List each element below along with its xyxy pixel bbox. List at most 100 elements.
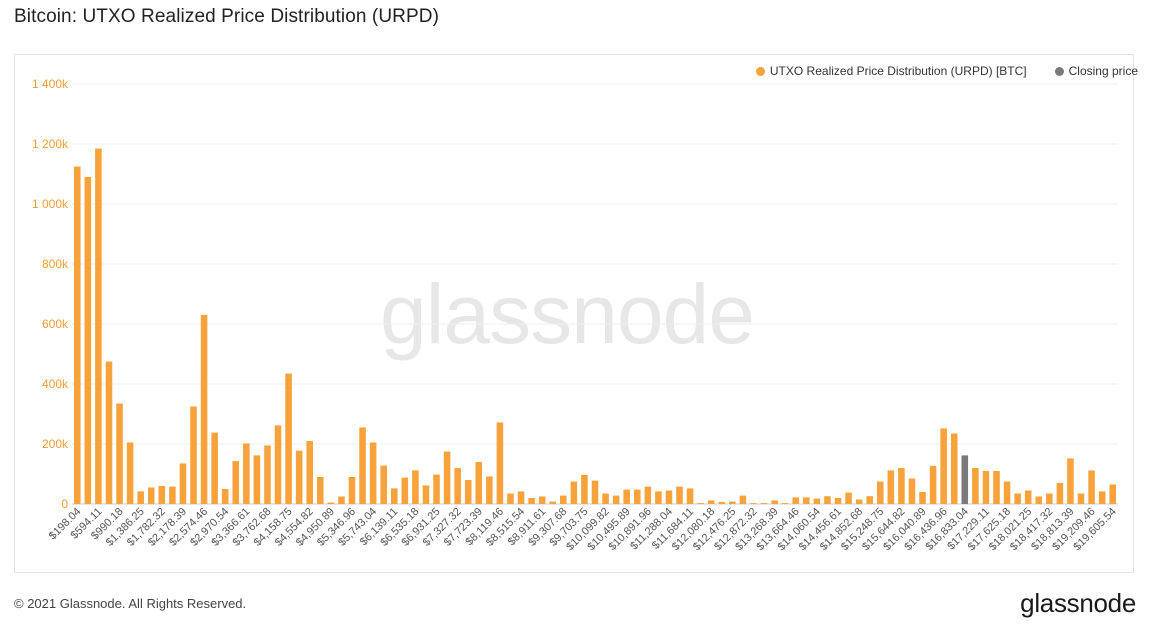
bar[interactable] <box>729 501 736 504</box>
bar[interactable] <box>105 361 113 505</box>
bar[interactable] <box>274 425 282 504</box>
bar[interactable] <box>686 488 694 504</box>
bar[interactable] <box>570 481 578 505</box>
bar[interactable] <box>359 427 366 505</box>
bar[interactable] <box>285 373 292 505</box>
bar[interactable] <box>369 442 377 505</box>
bar[interactable] <box>348 477 356 504</box>
bar[interactable] <box>612 495 620 504</box>
bar[interactable] <box>602 493 609 505</box>
bar[interactable] <box>898 468 905 504</box>
bar[interactable] <box>560 495 567 504</box>
bar[interactable] <box>549 501 557 504</box>
bar[interactable] <box>803 497 810 504</box>
bar[interactable] <box>887 470 895 504</box>
bar[interactable] <box>433 474 440 504</box>
bar[interactable] <box>1109 484 1116 505</box>
bar[interactable] <box>1088 470 1095 504</box>
bar[interactable] <box>232 461 240 504</box>
bar[interactable] <box>84 177 92 504</box>
bar[interactable] <box>169 486 176 504</box>
bar[interactable] <box>581 474 588 504</box>
bar[interactable] <box>718 501 726 504</box>
bar[interactable] <box>866 496 873 504</box>
bar[interactable] <box>1046 493 1053 505</box>
bar[interactable] <box>781 503 789 504</box>
bar[interactable] <box>1014 493 1021 505</box>
bar[interactable] <box>317 477 324 504</box>
bar[interactable] <box>1003 481 1011 505</box>
bar[interactable] <box>655 491 662 504</box>
bar-closing-price[interactable] <box>961 455 969 504</box>
bar[interactable] <box>993 471 1000 504</box>
bar[interactable] <box>623 489 630 504</box>
bar[interactable] <box>475 462 483 504</box>
bar[interactable] <box>338 496 345 505</box>
bar[interactable] <box>422 485 430 504</box>
bar[interactable] <box>972 468 979 504</box>
bar[interactable] <box>158 486 166 504</box>
bar[interactable] <box>739 495 747 504</box>
bar[interactable] <box>834 498 842 504</box>
bar[interactable] <box>517 491 525 504</box>
bar[interactable] <box>327 502 335 505</box>
bar[interactable] <box>1035 496 1043 505</box>
bar[interactable] <box>676 486 683 504</box>
legend-item-urpd[interactable]: UTXO Realized Price Distribution (URPD) … <box>755 64 1027 78</box>
bar[interactable] <box>243 443 250 504</box>
bar[interactable] <box>771 500 778 504</box>
bar[interactable] <box>1067 458 1074 504</box>
bar[interactable] <box>443 451 451 505</box>
bar[interactable] <box>908 478 916 505</box>
bar[interactable] <box>116 403 123 505</box>
bar[interactable] <box>591 480 599 504</box>
bar[interactable] <box>464 480 472 504</box>
bar[interactable] <box>200 315 208 504</box>
bar[interactable] <box>633 489 641 504</box>
bar[interactable] <box>1056 483 1064 504</box>
bar[interactable] <box>401 477 409 504</box>
bar[interactable] <box>306 441 314 504</box>
bar[interactable] <box>982 471 990 504</box>
bar[interactable] <box>1098 491 1106 504</box>
bar[interactable] <box>95 148 102 505</box>
bar[interactable] <box>855 499 863 505</box>
bar[interactable] <box>813 498 821 504</box>
bar[interactable] <box>929 465 937 504</box>
bar[interactable] <box>845 492 852 504</box>
bar[interactable] <box>697 503 704 504</box>
bar[interactable] <box>644 486 652 504</box>
bar[interactable] <box>380 465 387 504</box>
bar[interactable] <box>750 503 757 504</box>
bar[interactable] <box>390 488 398 504</box>
bar[interactable] <box>126 442 134 505</box>
bar[interactable] <box>486 476 493 504</box>
bar[interactable] <box>760 503 768 504</box>
bar[interactable] <box>665 490 673 505</box>
bar[interactable] <box>496 422 504 504</box>
bar[interactable] <box>211 432 218 504</box>
bar[interactable] <box>412 470 419 504</box>
bar[interactable] <box>147 487 155 505</box>
bar[interactable] <box>137 491 144 504</box>
bar[interactable] <box>190 406 197 505</box>
bar[interactable] <box>707 500 715 504</box>
bar[interactable] <box>221 489 229 504</box>
bar[interactable] <box>538 496 546 505</box>
bar[interactable] <box>264 445 271 505</box>
bar[interactable] <box>940 428 947 504</box>
bar[interactable] <box>876 481 884 505</box>
bar[interactable] <box>528 498 535 504</box>
bar[interactable] <box>295 450 303 504</box>
bar[interactable] <box>919 492 926 504</box>
bar[interactable] <box>507 493 514 505</box>
bar[interactable] <box>253 455 261 504</box>
bar[interactable] <box>1024 490 1032 505</box>
bar[interactable] <box>950 433 958 505</box>
bar[interactable] <box>74 166 81 505</box>
bar[interactable] <box>792 497 800 504</box>
bar[interactable] <box>454 468 461 504</box>
bar[interactable] <box>824 496 831 504</box>
footer-logo[interactable]: glassnode <box>1020 588 1136 618</box>
bar[interactable] <box>1077 493 1085 505</box>
